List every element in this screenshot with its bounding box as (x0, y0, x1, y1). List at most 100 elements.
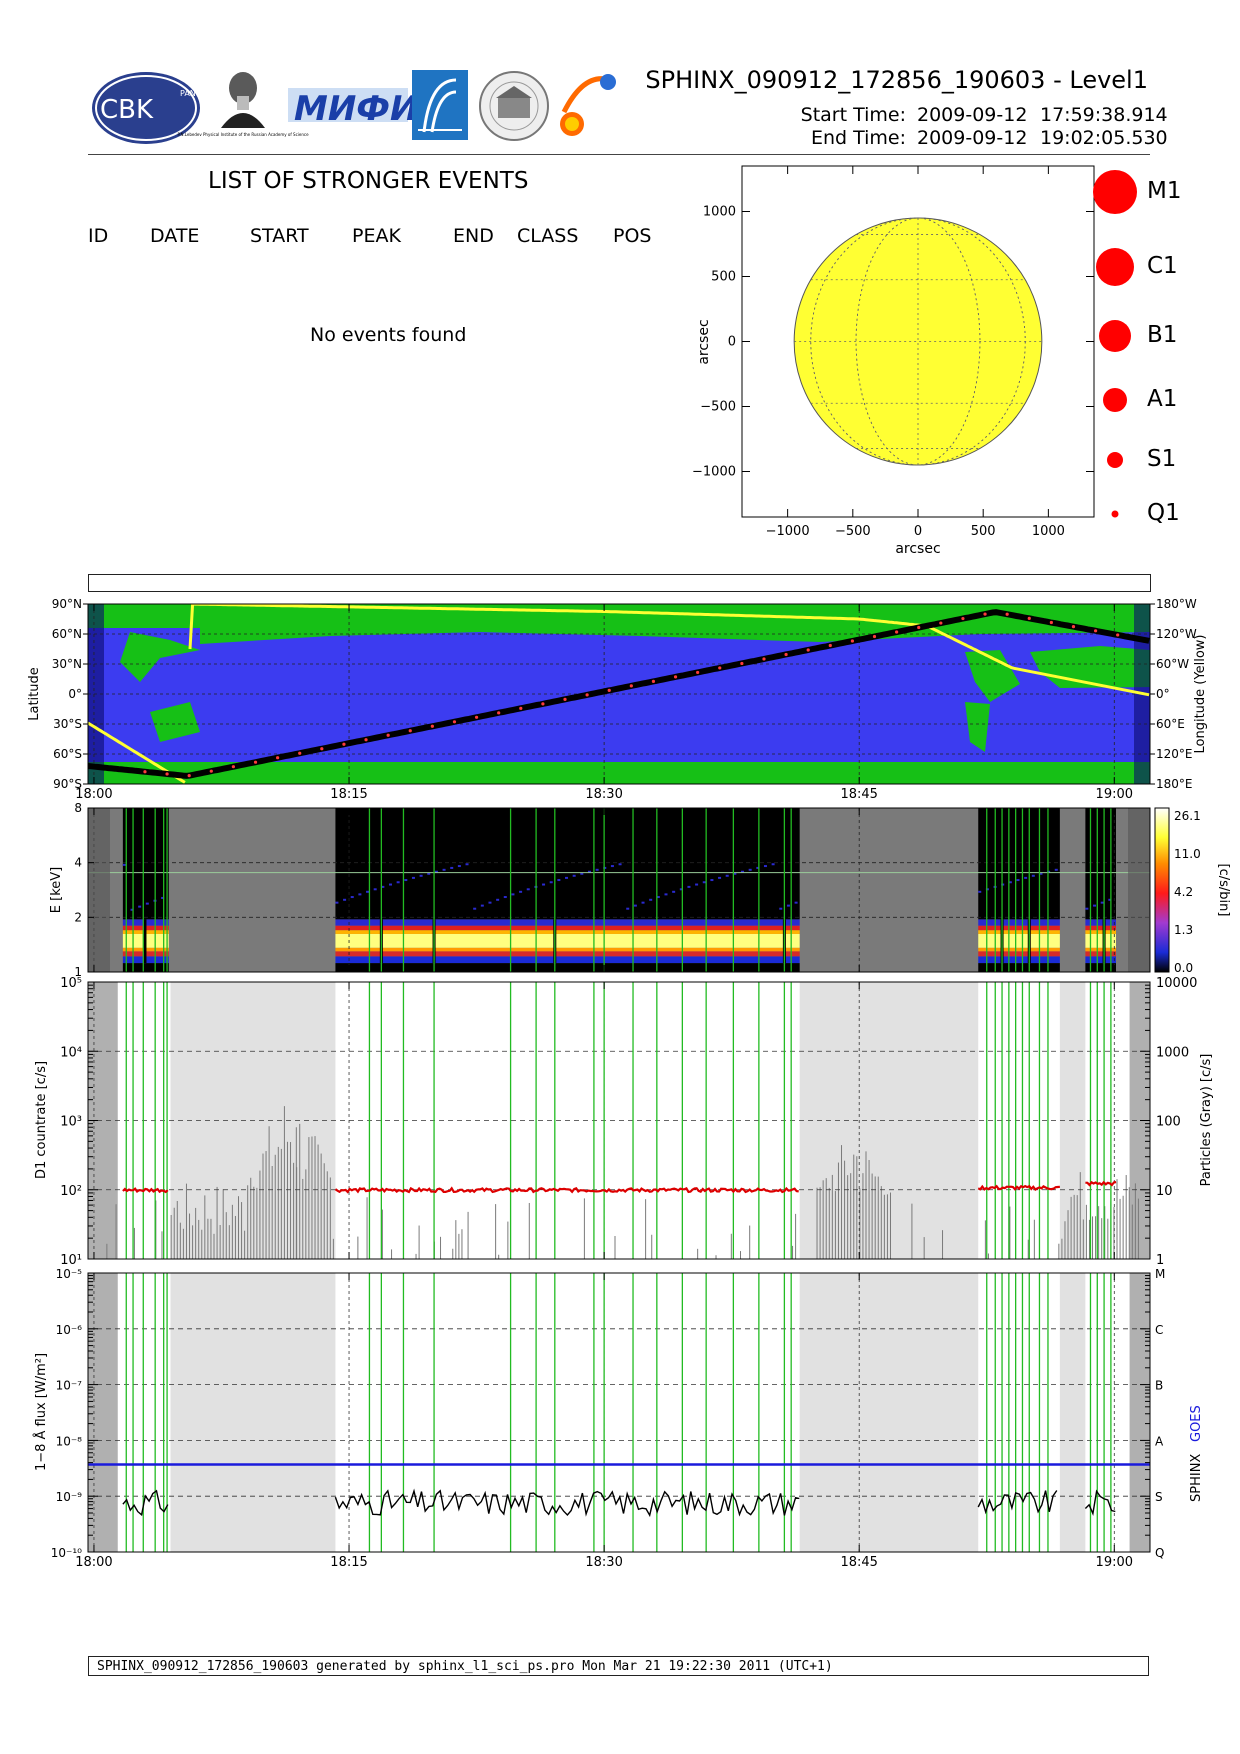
spectrogram-band (978, 947, 1060, 952)
spectrogram-pixel (580, 872, 584, 875)
d1-y-tick-label: 10² (60, 1184, 82, 1199)
end-date: 2009-09-12 (917, 127, 1028, 149)
light-shaded-interval (170, 1273, 336, 1552)
time-tick-label: 18:00 (75, 1555, 112, 1570)
spectrogram-pixel (695, 883, 699, 886)
time-tick-label: 18:45 (840, 787, 877, 802)
spectrogram-band (335, 933, 800, 948)
spectrogram-pixel (343, 898, 347, 901)
spectrogram-band (978, 956, 1060, 964)
sun-x-tick-label: 0 (914, 524, 922, 539)
track-point (939, 621, 943, 625)
start-time-row: Start Time: 2009-09-12 17:59:38.914 (0, 104, 1240, 128)
spectrogram-pixel (687, 885, 691, 888)
spectrogram-pixel (1085, 907, 1089, 910)
track-point (629, 684, 633, 688)
north-landmass (200, 628, 1150, 644)
colorbar-tick-label: 0.0 (1174, 961, 1193, 975)
column-header-pos: POS (613, 225, 652, 247)
colorbar-tick-label: 1.3 (1174, 923, 1193, 937)
spectrogram-band (1085, 933, 1116, 948)
flux-shaded-intervals (88, 1273, 1150, 1552)
flux-frame (87, 1272, 1151, 1553)
column-header-date: DATE (150, 225, 200, 247)
d1-right-tick-label: 10 (1156, 1184, 1173, 1199)
sun-disk-plot: −1000 −500 0 500 1000 1000 500 0 −500 −1000 arcse… (692, 165, 1095, 557)
spectrogram-pixel (434, 870, 438, 873)
track-point (209, 769, 213, 773)
flux-y-tick-label: 10⁻¹⁰ (51, 1546, 82, 1560)
end-time-value: 19:02:05.530 (1040, 127, 1168, 149)
spectrogram-pixel (542, 883, 546, 886)
spectrogram-pixel (519, 890, 523, 893)
spectrogram-pixel (641, 901, 645, 904)
map-lat-tick-label: 60°N (52, 627, 82, 641)
spectrogram-pixel (733, 872, 737, 875)
spectrogram-pixel (748, 868, 752, 871)
track-point (850, 639, 855, 643)
spectrogram-gap (143, 919, 147, 964)
end-time-row: End Time: 2009-09-12 19:02:05.530 (0, 127, 1240, 151)
legend-marker-m1 (1093, 170, 1137, 214)
time-tick-label: 18:30 (585, 1555, 622, 1570)
track-point (187, 774, 191, 778)
track-point (651, 679, 656, 683)
spectrogram-pixel (138, 905, 142, 908)
institute-arch-logo (412, 70, 468, 140)
spectrogram-pixel (130, 908, 134, 911)
class-legend-markers (1093, 170, 1137, 518)
flux-panel: 10⁻¹⁰ Q 10⁻⁹ S 10⁻⁸ A 10⁻⁷ B 10⁻⁶ C 10⁻⁵ M 18:00 18:1… (33, 1267, 1204, 1570)
spectrogram-pixel (419, 874, 423, 877)
spectrogram-pixel (779, 907, 783, 910)
spectrogram-band (1085, 930, 1116, 934)
light-shaded-interval (799, 1273, 979, 1552)
spectrogram-axis-ticks: 1 2 4 8 (74, 801, 1115, 979)
legend-marker-b1 (1099, 320, 1131, 352)
flux-y-tick-label: 10⁻⁸ (56, 1434, 83, 1448)
track-point (828, 643, 832, 648)
track-point (342, 742, 346, 746)
track-point (452, 720, 457, 724)
spectrogram-band (335, 963, 800, 972)
legend-label-s1: S1 (1147, 446, 1177, 472)
time-tick-label: 19:00 (1096, 1555, 1133, 1570)
sun-disk-group (793, 217, 1043, 466)
d1-countrate-series (122, 1180, 1117, 1194)
sun-orbit-logo (560, 74, 616, 136)
flux-sphinx-label: SPHINX (1189, 1454, 1204, 1502)
spectrogram-pixel (572, 874, 576, 877)
time-tick-label: 18:45 (840, 1555, 877, 1570)
spectrogram-band (1085, 947, 1116, 952)
time-tick-label: 18:30 (585, 787, 622, 802)
south-band (88, 762, 1150, 784)
legend-marker-c1 (1096, 248, 1134, 286)
spectrogram-pixel (633, 904, 637, 907)
spectrogram-pixel (786, 904, 790, 907)
spectrogram-pixel (1039, 872, 1043, 875)
spectrogram-green-markers (125, 808, 1112, 972)
spectrogram-pixel (794, 901, 798, 904)
track-point (872, 634, 877, 639)
dark-shaded-interval (1129, 1273, 1150, 1552)
sun-y-tick-label: 500 (711, 270, 736, 285)
sun-y-tick-label: −500 (700, 400, 736, 415)
spectrogram-pixel (1031, 874, 1035, 877)
spectrogram-pixel (549, 881, 553, 884)
start-time-value: 17:59:38.914 (1040, 104, 1168, 126)
spectrogram-pixel (488, 901, 492, 904)
d1-y-tick-label: 10⁴ (60, 1045, 82, 1060)
d1-countrate-line (1085, 1180, 1117, 1187)
track-point (1027, 616, 1031, 620)
spectrogram-pixel (618, 863, 622, 866)
track-point (607, 688, 611, 692)
start-date: 2009-09-12 (917, 104, 1028, 126)
spectrogram-pixel (626, 907, 630, 910)
spectrogram-band (1085, 925, 1116, 931)
spectrogram-pixel (978, 890, 982, 893)
spectrogram-pixel (358, 893, 362, 896)
track-point (784, 652, 788, 657)
sun-y-axis-label: arcsec (696, 319, 712, 364)
map-lat-tick-label: 90°S (53, 777, 82, 791)
map-lon-tick-label: 180°W (1156, 597, 1197, 611)
track-point (497, 711, 501, 715)
